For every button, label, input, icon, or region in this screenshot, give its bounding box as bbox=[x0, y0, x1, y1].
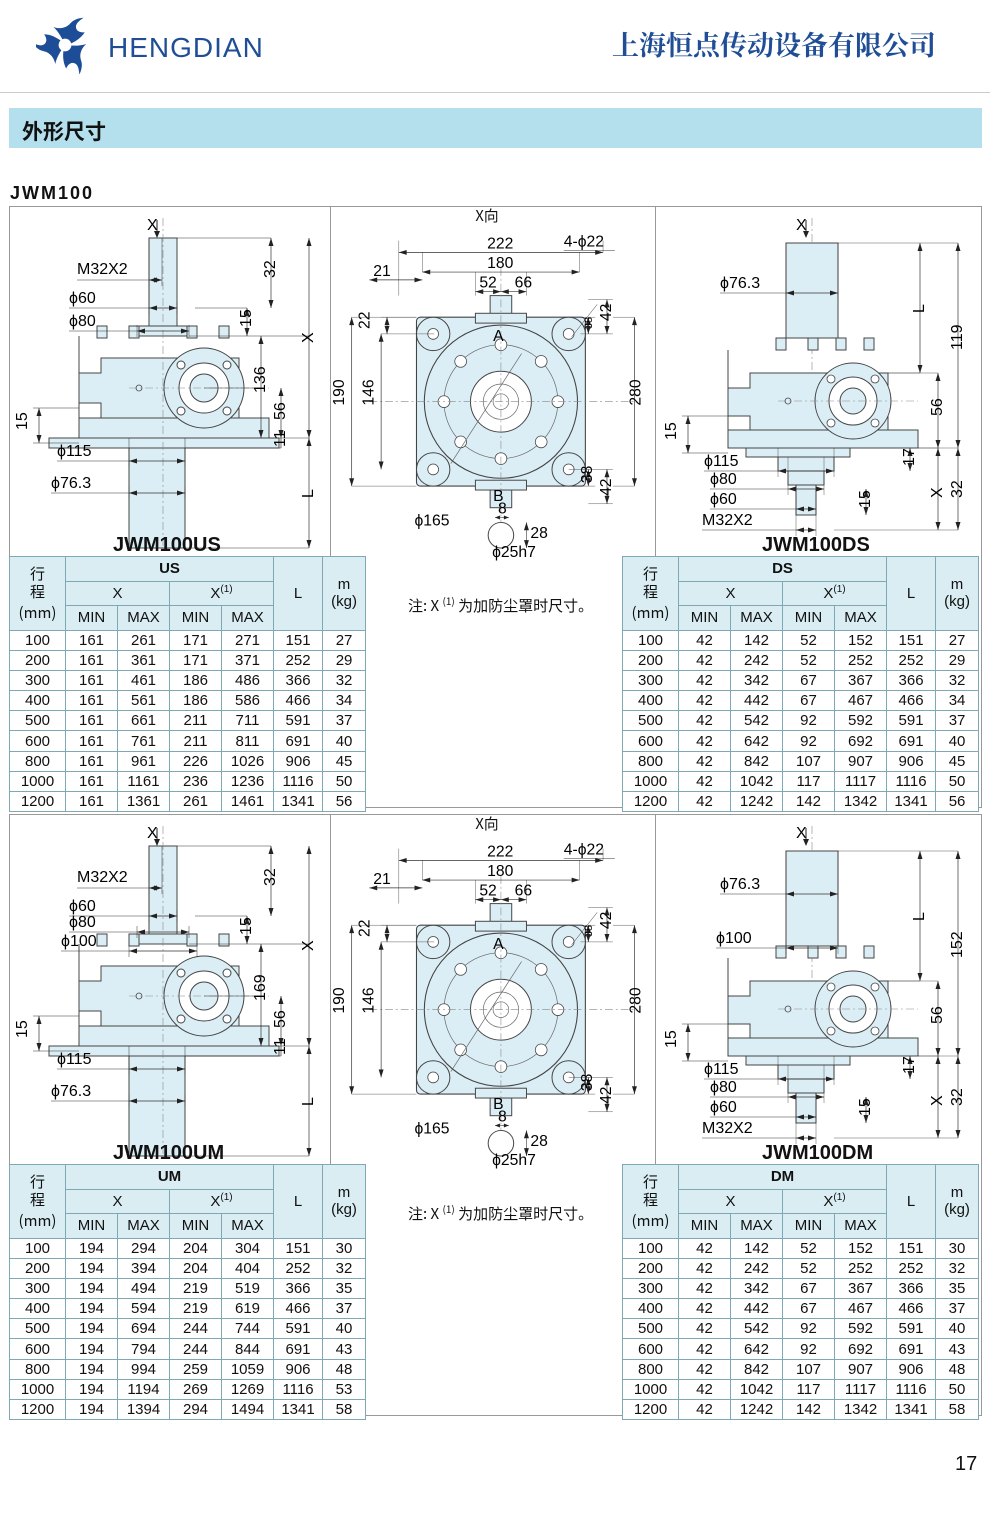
svg-text:8: 8 bbox=[498, 501, 507, 518]
svg-text:222: 222 bbox=[487, 843, 513, 860]
svg-text:X: X bbox=[300, 332, 317, 343]
svg-text:ϕ165: ϕ165 bbox=[415, 1120, 450, 1137]
svg-text:22: 22 bbox=[356, 312, 373, 329]
svg-text:ϕ80: ϕ80 bbox=[710, 471, 737, 488]
svg-text:17: 17 bbox=[901, 1056, 918, 1074]
svg-text:ϕ100: ϕ100 bbox=[716, 930, 752, 947]
svg-text:222: 222 bbox=[487, 235, 513, 252]
svg-text:28: 28 bbox=[530, 1133, 548, 1150]
svg-text:56: 56 bbox=[272, 402, 289, 420]
svg-text:119: 119 bbox=[949, 324, 966, 350]
svg-text:11: 11 bbox=[272, 430, 289, 447]
svg-text:52: 52 bbox=[479, 883, 496, 900]
svg-text:32: 32 bbox=[262, 260, 279, 278]
svg-text:38: 38 bbox=[583, 925, 595, 937]
svg-text:280: 280 bbox=[627, 379, 644, 405]
svg-text:M32X2: M32X2 bbox=[77, 869, 128, 886]
svg-text:A: A bbox=[493, 936, 504, 953]
svg-text:ϕ76.3: ϕ76.3 bbox=[720, 876, 760, 893]
svg-text:X向: X向 bbox=[475, 813, 498, 834]
svg-text:4-ϕ22: 4-ϕ22 bbox=[564, 234, 604, 251]
svg-text:ϕ60: ϕ60 bbox=[69, 898, 96, 915]
svg-text:15: 15 bbox=[857, 490, 874, 508]
svg-text:ϕ80: ϕ80 bbox=[710, 1079, 737, 1096]
svg-text:280: 280 bbox=[627, 987, 644, 1013]
svg-text:15: 15 bbox=[663, 422, 680, 440]
svg-text:X向: X向 bbox=[475, 205, 498, 226]
svg-text:21: 21 bbox=[373, 871, 390, 888]
svg-text:X: X bbox=[929, 487, 946, 498]
svg-text:A: A bbox=[493, 328, 504, 345]
svg-text:ϕ25h7: ϕ25h7 bbox=[492, 544, 536, 561]
svg-text:38: 38 bbox=[579, 1073, 596, 1091]
svg-text:190: 190 bbox=[331, 987, 348, 1013]
svg-text:JWM100US: JWM100US bbox=[113, 534, 221, 556]
svg-text:28: 28 bbox=[530, 525, 548, 542]
svg-text:ϕ100: ϕ100 bbox=[61, 933, 97, 950]
svg-text:X: X bbox=[300, 940, 317, 951]
svg-text:L: L bbox=[911, 912, 928, 921]
svg-text:ϕ115: ϕ115 bbox=[57, 1051, 92, 1068]
svg-text:ϕ115: ϕ115 bbox=[57, 443, 92, 460]
svg-text:ϕ60: ϕ60 bbox=[710, 1099, 737, 1116]
svg-text:190: 190 bbox=[331, 379, 348, 405]
svg-text:ϕ60: ϕ60 bbox=[69, 290, 96, 307]
svg-text:169: 169 bbox=[252, 974, 269, 1001]
svg-text:ϕ115: ϕ115 bbox=[704, 453, 739, 470]
svg-text:15: 15 bbox=[238, 917, 255, 935]
svg-text:ϕ165: ϕ165 bbox=[415, 512, 450, 529]
svg-text:15: 15 bbox=[238, 309, 255, 327]
svg-text:M32X2: M32X2 bbox=[77, 261, 128, 278]
svg-text:L: L bbox=[911, 304, 928, 313]
svg-text:56: 56 bbox=[929, 398, 946, 416]
svg-text:152: 152 bbox=[949, 931, 966, 958]
svg-text:22: 22 bbox=[356, 920, 373, 937]
svg-text:ϕ80: ϕ80 bbox=[69, 313, 96, 330]
svg-text:146: 146 bbox=[360, 987, 377, 1013]
svg-text:15: 15 bbox=[14, 1020, 31, 1038]
svg-text:L: L bbox=[300, 489, 317, 498]
svg-text:ϕ115: ϕ115 bbox=[704, 1061, 739, 1078]
svg-text:146: 146 bbox=[360, 379, 377, 405]
svg-text:38: 38 bbox=[583, 317, 595, 329]
svg-text:M32X2: M32X2 bbox=[702, 1120, 753, 1137]
svg-text:JWM100DM: JWM100DM bbox=[762, 1142, 873, 1164]
svg-text:21: 21 bbox=[373, 263, 390, 280]
svg-text:X: X bbox=[929, 1095, 946, 1106]
svg-text:ϕ80: ϕ80 bbox=[69, 914, 96, 931]
svg-text:42: 42 bbox=[598, 478, 615, 495]
svg-text:42: 42 bbox=[598, 912, 615, 929]
svg-text:15: 15 bbox=[663, 1030, 680, 1048]
svg-text:180: 180 bbox=[487, 255, 513, 272]
svg-text:66: 66 bbox=[515, 883, 533, 900]
svg-text:15: 15 bbox=[857, 1098, 874, 1116]
svg-text:ϕ76.3: ϕ76.3 bbox=[51, 1083, 91, 1100]
svg-text:JWM100DS: JWM100DS bbox=[762, 534, 870, 556]
svg-text:38: 38 bbox=[579, 465, 596, 483]
svg-text:136: 136 bbox=[252, 366, 269, 393]
svg-text:56: 56 bbox=[272, 1010, 289, 1028]
svg-text:ϕ60: ϕ60 bbox=[710, 491, 737, 508]
svg-text:4-ϕ22: 4-ϕ22 bbox=[564, 842, 604, 859]
svg-text:L: L bbox=[300, 1097, 317, 1106]
svg-text:66: 66 bbox=[515, 275, 533, 292]
svg-text:15: 15 bbox=[14, 412, 31, 430]
svg-text:42: 42 bbox=[598, 1086, 615, 1103]
svg-text:32: 32 bbox=[949, 1088, 966, 1106]
svg-text:32: 32 bbox=[262, 868, 279, 886]
svg-text:56: 56 bbox=[929, 1006, 946, 1024]
svg-text:ϕ76.3: ϕ76.3 bbox=[720, 275, 760, 292]
svg-text:180: 180 bbox=[487, 863, 513, 880]
svg-text:17: 17 bbox=[901, 448, 918, 466]
svg-text:JWM100UM: JWM100UM bbox=[113, 1142, 224, 1164]
svg-text:ϕ76.3: ϕ76.3 bbox=[51, 475, 91, 492]
svg-text:42: 42 bbox=[598, 304, 615, 321]
svg-text:32: 32 bbox=[949, 480, 966, 498]
svg-text:ϕ25h7: ϕ25h7 bbox=[492, 1152, 536, 1169]
svg-text:M32X2: M32X2 bbox=[702, 512, 753, 529]
svg-text:52: 52 bbox=[479, 275, 496, 292]
svg-text:11: 11 bbox=[272, 1038, 289, 1055]
svg-text:8: 8 bbox=[498, 1109, 507, 1126]
